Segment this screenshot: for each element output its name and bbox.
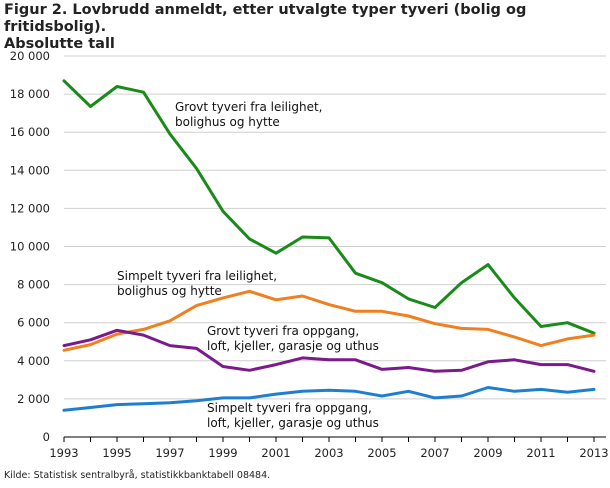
series-line-2 [62,289,596,352]
x-axis: 1993 1995 1997 1999 2001 2003 2005 2007 2009 2011… [49,436,609,460]
y-tick-label: 10 000 [10,240,50,254]
gridlines [64,55,606,400]
series-line-4 [62,386,596,412]
series-label-1-line-2: bolighus og hytte [175,115,280,129]
series-label-2-line-2: bolighus og hytte [117,284,222,298]
x-tick-label: 2001 [261,446,290,460]
y-tick-label: 14 000 [10,163,50,177]
series-labels: Grovt tyveri fra leilighet,bolighus og h… [117,100,379,430]
y-tick-label: 12 000 [10,201,50,215]
series-label-4-line-2: loft, kjeller, garasje og uthus [207,416,379,430]
chart-title-line-2: Absolutte tall [4,36,115,52]
series-label-3-line-2: loft, kjeller, garasje og uthus [207,339,379,353]
y-tick-label: 2 000 [17,392,50,406]
series-label-4-line-1: Simpelt tyveri fra oppgang, [207,401,372,415]
series-label-1-line-1: Grovt tyveri fra leilighet, [175,100,322,114]
series-lines [62,79,596,412]
x-tick-label: 2003 [314,446,343,460]
series-label-2-line-1: Simpelt tyveri fra leilighet, [117,269,277,283]
y-tick-label: 20 000 [10,49,50,63]
y-tick-label: 6 000 [17,316,50,330]
y-tick-label: 8 000 [17,278,50,292]
x-tick-label: 2007 [420,446,449,460]
chart-title: Figur 2. Lovbrudd anmeldt, etter utvalgt… [4,2,604,53]
source-note: Kilde: Statistisk sentralbyrå, statistik… [4,470,271,481]
x-tick-label: 1993 [49,446,78,460]
x-tick-label: 2009 [473,446,502,460]
chart-title-line-1: Figur 2. Lovbrudd anmeldt, etter utvalgt… [4,2,527,35]
y-tick-label: 18 000 [10,87,50,101]
x-tick-label: 2013 [579,446,608,460]
y-tick-label: 0 [43,430,50,444]
x-tick-label: 1995 [102,446,131,460]
y-axis: 0 2 000 4 000 6 000 8 000 10 000 12 000 14 000 1… [10,49,50,444]
y-tick-label: 4 000 [17,354,50,368]
x-tick-label: 2011 [526,446,555,460]
x-tick-label: 2005 [367,446,396,460]
series-line-1 [62,79,596,335]
series-line-3 [62,328,596,373]
x-tick-label: 1997 [155,446,184,460]
y-tick-label: 16 000 [10,125,50,139]
series-label-3-line-1: Grovt tyveri fra oppgang, [207,324,359,338]
x-tick-label: 1999 [208,446,237,460]
